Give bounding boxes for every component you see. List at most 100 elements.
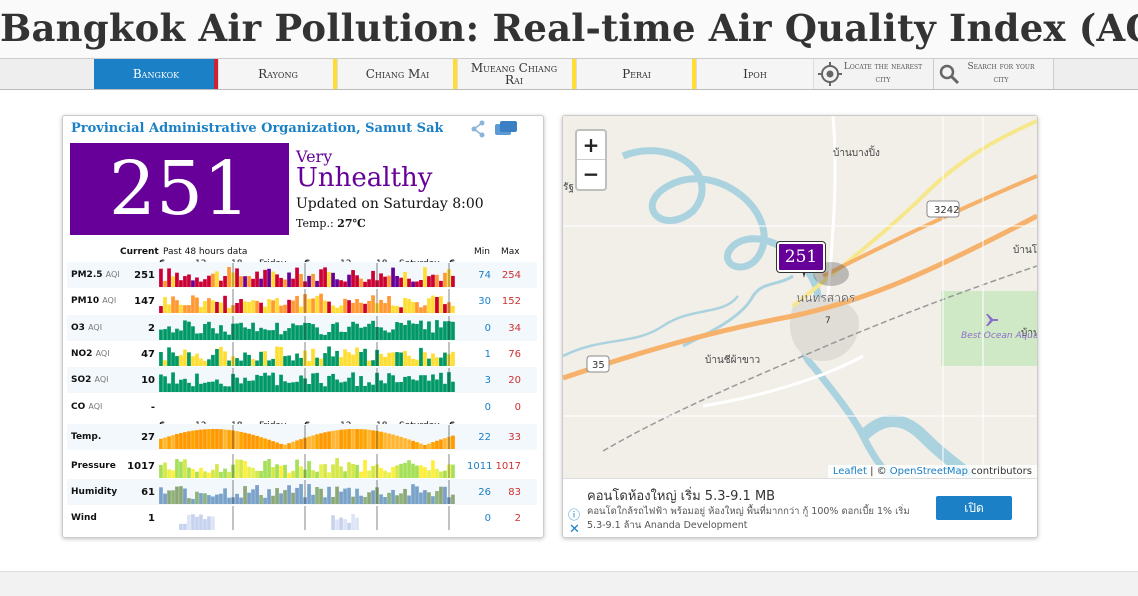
map-card: 3242 35 7 บ้านบางปิ้ง บ้านชีผ้าขาว รัฐ บ… <box>562 115 1038 538</box>
row-label-unit: AQI <box>88 402 103 411</box>
table-row: Pressure 1017 1011 1017 <box>67 453 537 479</box>
ad-description: คอนโดใกล้รถไฟฟ้า พร้อมอยู่ ห้องใหญ่ พื้น… <box>587 506 910 531</box>
ad-title[interactable]: คอนโดห้องใหญ่ เริ่ม 5.3-9.1 MB <box>587 489 776 504</box>
row-sparkline[interactable] <box>159 480 467 504</box>
row-max-value: 34 <box>508 323 521 334</box>
row-min-value: 22 <box>478 432 491 443</box>
row-min-value: 0 <box>484 323 491 334</box>
page-title: Bangkok Air Pollution: Real-time Air Qua… <box>0 0 1138 56</box>
aqi-status-qualifier: Very <box>296 147 333 166</box>
attrib-contributors: contributors <box>968 466 1032 477</box>
row-current-value: 147 <box>134 296 155 307</box>
row-sparkline[interactable] <box>159 454 467 478</box>
tab-perai[interactable]: Perai <box>577 59 697 89</box>
row-max-value: 76 <box>508 349 521 360</box>
tab-rayong[interactable]: Rayong <box>219 59 338 89</box>
tab-label: Rayong <box>258 67 298 81</box>
row-min-value: 1 <box>484 349 491 360</box>
row-sparkline[interactable] <box>159 342 467 366</box>
city-nav: Bangkok Rayong Chiang Mai Mueang Chiang … <box>0 58 1138 90</box>
tab-chiang-mai[interactable]: Chiang Mai <box>338 59 458 89</box>
table-row: SO2 AQI 10 3 20 <box>67 367 537 393</box>
row-min-value: 1011 <box>467 461 493 472</box>
row-label: O3 AQI <box>71 323 102 333</box>
search-city-button[interactable]: Search for your city <box>934 59 1054 89</box>
locate-nearest-city-button[interactable]: Locate the nearest city <box>814 59 934 89</box>
ad-banner[interactable]: ⓘ ✕ คอนโดห้องใหญ่ เริ่ม 5.3-9.1 MB คอนโด… <box>563 478 1037 537</box>
row-max-value: 2 <box>514 513 521 524</box>
row-max-value: 33 <box>508 432 521 443</box>
row-label-name: CO <box>71 402 86 412</box>
row-label: NO2 AQI <box>71 349 110 359</box>
row-current-value: 10 <box>141 375 155 386</box>
station-map[interactable]: 3242 35 7 บ้านบางปิ้ง บ้านชีผ้าขาว รัฐ บ… <box>563 116 1037 478</box>
row-sparkline[interactable] <box>159 263 467 287</box>
row-label-name: SO2 <box>71 375 92 385</box>
row-label-name: Pressure <box>71 461 116 471</box>
row-label-name: PM10 <box>71 296 100 306</box>
station-name[interactable]: Provincial Administrative Organization, … <box>71 121 443 136</box>
ad-open-button[interactable]: เปิด <box>936 496 1012 520</box>
temp-label: Temp.: <box>296 217 334 230</box>
map-label-route-35: 35 <box>592 360 605 371</box>
station-marker[interactable]: 251 <box>777 242 825 272</box>
row-sparkline[interactable] <box>159 506 467 530</box>
row-max-value: 0 <box>514 402 521 413</box>
close-icon[interactable]: ✕ <box>569 522 580 537</box>
row-label-unit: AQI <box>94 375 109 384</box>
min-header: Min <box>474 247 490 257</box>
row-label-name: Temp. <box>71 432 102 442</box>
tab-bangkok[interactable]: Bangkok <box>94 59 219 89</box>
chat-icon[interactable] <box>494 120 518 138</box>
row-label: PM2.5 AQI <box>71 270 120 280</box>
crosshair-icon <box>818 62 842 86</box>
row-label-unit: AQI <box>105 270 120 279</box>
row-label: Humidity <box>71 487 117 497</box>
row-sparkline[interactable] <box>159 316 467 340</box>
row-label-unit: AQI <box>88 323 103 332</box>
row-min-value: 26 <box>478 487 491 498</box>
row-label-name: NO2 <box>71 349 93 359</box>
aqi-status-level: Unhealthy <box>296 163 433 193</box>
row-sparkline[interactable] <box>159 289 467 313</box>
row-current-value: 47 <box>141 349 155 360</box>
station-card: Provincial Administrative Organization, … <box>62 115 544 538</box>
table-row: NO2 AQI 47 1 76 <box>67 341 537 367</box>
row-current-value: 1017 <box>127 461 155 472</box>
row-current-value: 61 <box>141 487 155 498</box>
locate-label: Locate the nearest city <box>843 62 923 85</box>
map-attribution: Leaflet | © OpenStreetMap contributors <box>827 465 1037 478</box>
page-footer <box>0 571 1138 596</box>
map-label-ban-bang-ping: บ้านบางปิ้ง <box>833 145 880 159</box>
map-label-edge-west: รัฐ <box>563 182 574 193</box>
share-icon[interactable] <box>470 120 486 138</box>
row-max-value: 83 <box>508 487 521 498</box>
table-row: Humidity 61 26 83 <box>67 479 537 505</box>
zoom-out-button[interactable]: − <box>582 162 600 186</box>
row-sparkline[interactable] <box>159 425 467 449</box>
row-label-name: Humidity <box>71 487 118 497</box>
row-sparkline[interactable] <box>159 368 467 392</box>
tab-label: Chiang Mai <box>365 67 430 81</box>
zoom-in-button[interactable]: + <box>577 131 605 160</box>
map-label-city: นนทรสาคร <box>796 291 856 305</box>
row-min-value: 0 <box>484 402 491 413</box>
row-max-value: 20 <box>508 375 521 386</box>
tab-label: Bangkok <box>132 67 180 81</box>
tab-ipoh[interactable]: Ipoh <box>697 59 814 89</box>
tab-color-bar <box>214 59 218 89</box>
temp-value: 27℃ <box>337 217 366 230</box>
leaflet-link[interactable]: Leaflet <box>832 466 867 477</box>
row-current-value: 27 <box>141 432 155 443</box>
tab-label: Ipoh <box>743 67 767 81</box>
row-label: CO AQI <box>71 402 102 412</box>
row-min-value: 74 <box>478 270 491 281</box>
page-title-rest: Air Pollution: Real-time Air Quality Ind… <box>198 6 1138 50</box>
tab-mueang-chiang-rai[interactable]: Mueang Chiang Rai <box>458 59 577 89</box>
magnifier-icon <box>939 64 960 85</box>
osm-link[interactable]: OpenStreetMap <box>889 466 968 477</box>
current-temperature: Temp.: 27℃ <box>296 217 366 230</box>
row-sparkline[interactable] <box>159 395 467 419</box>
row-current-value: 2 <box>148 323 155 334</box>
info-icon[interactable]: ⓘ <box>568 508 581 522</box>
